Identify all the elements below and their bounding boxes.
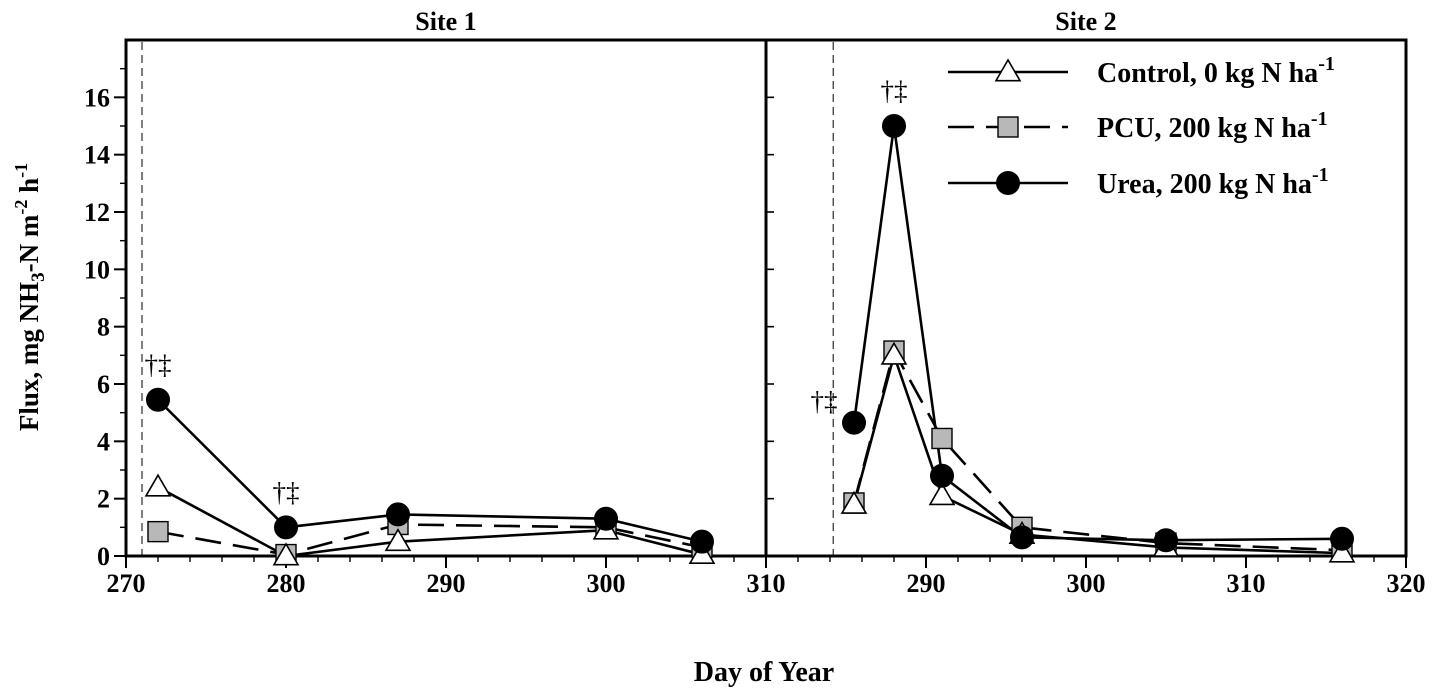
legend-label: Control, 0 kg N ha-1 (1097, 53, 1335, 89)
y-tick-label: 6 (97, 370, 110, 399)
legend-marker-control (994, 58, 1022, 82)
x-tick-label: 300 (1067, 569, 1106, 598)
y-tick-label: 0 (97, 542, 110, 571)
y-axis-label: Flux, mg NH3-N m-2 h-1 (11, 163, 49, 431)
x-tick-label: 310 (1227, 569, 1266, 598)
panel-title: Site 2 (1055, 7, 1116, 36)
data-point-urea (274, 515, 298, 540)
legend-marker-urea (996, 171, 1020, 195)
data-point-control (272, 542, 300, 566)
y-label-part: h (14, 178, 44, 200)
data-point-urea (1010, 525, 1034, 550)
data-point-urea (1330, 526, 1354, 551)
data-point-control (384, 528, 412, 552)
data-point-pcu (147, 520, 169, 543)
legend-label: PCU, 200 kg N ha-1 (1097, 108, 1328, 144)
panel-site-1: Site 1 270 280 290 300 310 0 2 4 6 8 10 12 14 16 †‡ †‡ (84, 7, 786, 598)
y-label-sup: -1 (11, 163, 31, 178)
x-tick-label: 290 (907, 569, 946, 598)
y-tick-label: 10 (84, 255, 110, 284)
x-tick-label: 280 (267, 569, 306, 598)
panel-frame (124, 38, 768, 558)
y-label-part: -N m (14, 214, 44, 272)
y-tick-label: 12 (84, 198, 110, 227)
x-tick-label: 300 (587, 569, 626, 598)
legend-text: Control, 0 kg N ha (1097, 58, 1318, 89)
data-point-urea (930, 463, 954, 488)
data-point-urea (146, 387, 170, 412)
data-point-pcu (931, 427, 953, 450)
legend-sup: -1 (1312, 164, 1329, 186)
panel-site-2: Site 2 290 300 310 320 †‡ †‡ (764, 7, 1426, 598)
legend-text: PCU, 200 kg N ha (1097, 113, 1311, 144)
data-point-control (880, 341, 908, 365)
legend-text: Urea, 200 kg N ha (1097, 169, 1312, 200)
y-tick-label: 8 (97, 313, 110, 342)
x-tick-label: 320 (1387, 569, 1426, 598)
x-axis-label: Day of Year (694, 657, 834, 688)
significance-annotation: †‡ (811, 387, 838, 417)
panel-title: Site 1 (415, 7, 476, 36)
significance-annotation: †‡ (881, 76, 908, 106)
y-tick-label: 2 (97, 485, 110, 514)
legend-marker-pcu (997, 116, 1019, 138)
y-tick-label: 4 (97, 427, 110, 456)
data-point-urea (690, 529, 714, 554)
data-point-control (1328, 539, 1356, 563)
x-tick-label: 270 (107, 569, 146, 598)
y-tick-label: 16 (84, 83, 110, 112)
y-label-sup: -2 (11, 200, 31, 215)
series-line-urea (852, 124, 1343, 542)
x-tick-label: 290 (427, 569, 466, 598)
series-line-urea (157, 398, 703, 543)
legend-sup: -1 (1318, 53, 1335, 75)
data-point-urea (882, 114, 906, 138)
legend-entry-pcu: PCU, 200 kg N ha-1 (948, 108, 1328, 144)
legend-entry-urea: Urea, 200 kg N ha-1 (948, 164, 1329, 200)
data-point-urea (842, 410, 866, 435)
legend-sup: -1 (1311, 108, 1328, 130)
significance-annotation: †‡ (273, 477, 300, 507)
y-label-sub: 3 (28, 272, 49, 282)
data-point-control (840, 490, 868, 514)
data-point-control (144, 473, 172, 497)
series-line-control (852, 354, 1343, 555)
x-tick-label: 310 (747, 569, 786, 598)
y-tick-label: 14 (84, 141, 110, 170)
legend-entry-control: Control, 0 kg N ha-1 (948, 53, 1335, 89)
data-point-urea (1154, 528, 1178, 553)
significance-annotation: †‡ (145, 350, 172, 380)
data-point-urea (594, 506, 618, 531)
data-point-urea (386, 502, 410, 527)
y-label-part: Flux, mg NH (14, 282, 44, 431)
legend-label: Urea, 200 kg N ha-1 (1097, 164, 1329, 200)
data-point-control (928, 482, 956, 506)
